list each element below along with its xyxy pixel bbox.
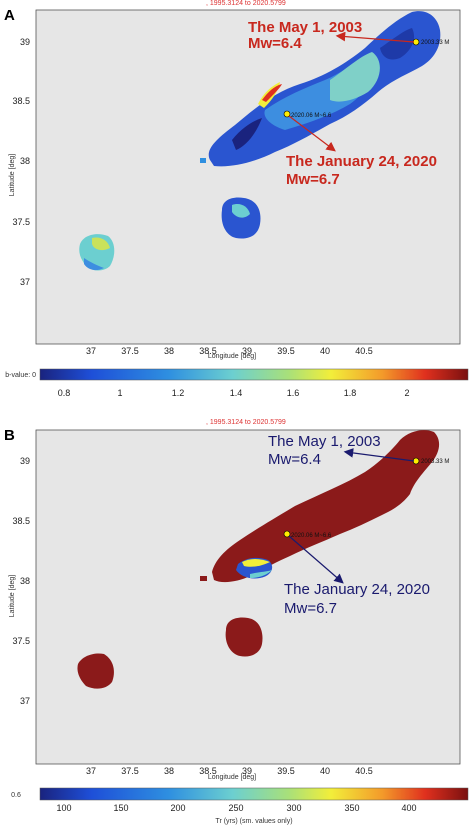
annotation-line: The January 24, 2020 [286,153,437,170]
colorbar-gradient [39,368,469,381]
annotation-line: Mw=6.4 [268,451,321,468]
main-zone-b [212,430,440,583]
x-tick: 39.5 [277,766,295,776]
x-tick: 38 [164,346,174,356]
colorbar-tick: 350 [344,803,359,813]
arrow-2003-b [343,448,415,462]
small-patch-b [200,576,207,581]
colorbar-tick: 100 [56,803,71,813]
colorbar-side-label: 0.6 [11,792,21,799]
y-tick: 37 [20,277,30,287]
x-tick: 37 [86,766,96,776]
colorbar-label: Tr (yrs) (sm. values only) [215,818,292,825]
colorbar-tick: 250 [228,803,243,813]
y-tick: 39 [20,456,30,466]
quake-label: 2020.06 M~6.6 [291,533,332,539]
quake-2020-a: 2020.06 M~6.6 The January 24, 2020 Mw=6.… [283,110,437,188]
colorbar-tick: 200 [170,803,185,813]
quake-label: 2020.06 M~6.6 [291,113,332,119]
period-b: , 1995.3124 to 2020.5799 [206,419,286,426]
colorbar-a: b-value: 0 0.8 1 1.2 1.4 1.6 1.8 2 [5,368,469,398]
mid-blob-a [221,197,261,239]
y-tick: 37.5 [12,636,30,646]
x-tick: 39.5 [277,346,295,356]
colorbar-label: b-value: 0 [5,372,36,379]
x-tick: 37.5 [121,766,139,776]
mid-blob-b [225,617,263,657]
bvalue-map-a [79,11,441,271]
quake-2003-b: 2003.33 M The May 1, 2003 Mw=6.4 [268,433,449,468]
y-tick: 39 [20,37,30,47]
x-tick: 38.5 [199,346,217,356]
small-patch-a [200,158,206,163]
x-tick: 40 [320,346,330,356]
annotation-line: The May 1, 2003 [248,19,362,36]
x-tick: 40.5 [355,346,373,356]
west-blob-b [77,653,114,689]
arrow-2020-a [288,115,336,152]
colorbar-tick: 150 [113,803,128,813]
annotation-line: Mw=6.4 [248,35,302,52]
annotation-line: The January 24, 2020 [284,581,430,598]
panel-letter-a: A [4,7,15,24]
colorbar-tick: 1.4 [230,388,243,398]
y-tick: 37 [20,696,30,706]
tr-map-b [77,430,440,689]
y-tick: 38.5 [12,516,30,526]
quake-2020-b: 2020.06 M~6.6 The January 24, 2020 Mw=6.… [283,530,430,617]
annotation-line: Mw=6.7 [284,600,337,617]
panel-b: B , 1995.3124 to 2020.5799 37 37.5 38 38… [4,419,469,825]
colorbar-b: 0.6 100 150 200 250 300 350 400 Tr (yrs)… [11,787,469,825]
colorbar-tick: 1.2 [172,388,185,398]
x-tick: 37 [86,346,96,356]
colorbar-gradient [39,787,469,801]
y-axis-label: Latitude [deg] [9,154,16,196]
colorbar-tick: 2 [404,388,409,398]
x-tick: 40 [320,766,330,776]
x-axis-label: Longitude [deg] [208,353,256,360]
x-tick: 38.5 [199,766,217,776]
arrow-2020-b [288,535,344,584]
y-tick: 38 [20,576,30,586]
colorbar-tick: 400 [401,803,416,813]
y-axis-a: 39 38.5 38 37.5 37 Latitude [deg] [9,37,30,287]
colorbar-tick: 300 [286,803,301,813]
x-axis-label: Longitude [deg] [208,774,256,781]
annotation-line: The May 1, 2003 [268,433,381,450]
y-tick: 38.5 [12,96,30,106]
quake-label: 2003.33 M [421,459,449,465]
annotation-line: Mw=6.7 [286,171,340,188]
x-tick: 39 [242,766,252,776]
epicenter-icon [283,530,291,538]
x-axis-a: 37 37.5 38 38.5 39 39.5 40 40.5 Longitud… [86,346,373,360]
x-axis-b: 37 37.5 38 38.5 39 39.5 40 40.5 Longitud… [86,766,373,781]
x-tick: 37.5 [121,346,139,356]
quake-label: 2003.33 M [421,40,449,46]
colorbar-tick: 1 [117,388,122,398]
y-axis-b: 39 38.5 38 37.5 37 Latitude [deg] [9,456,30,706]
x-tick: 40.5 [355,766,373,776]
epicenter-icon [283,110,291,118]
x-tick: 38 [164,766,174,776]
x-tick: 39 [242,346,252,356]
colorbar-tick: 1.6 [287,388,300,398]
colorbar-tick: 1.8 [344,388,357,398]
colorbar-tick: 0.8 [58,388,71,398]
y-tick: 38 [20,156,30,166]
quake-2003-a: 2003.33 M The May 1, 2003 Mw=6.4 [248,19,449,52]
arrow-2003-a [335,31,415,43]
y-tick: 37.5 [12,217,30,227]
y-axis-label: Latitude [deg] [9,575,16,617]
panel-letter-b: B [4,427,15,444]
period-a: , 1995.3124 to 2020.5799 [206,0,286,7]
panel-a: A , 1995.3124 to 2020.5799 37 37.5 38 38… [4,0,469,398]
